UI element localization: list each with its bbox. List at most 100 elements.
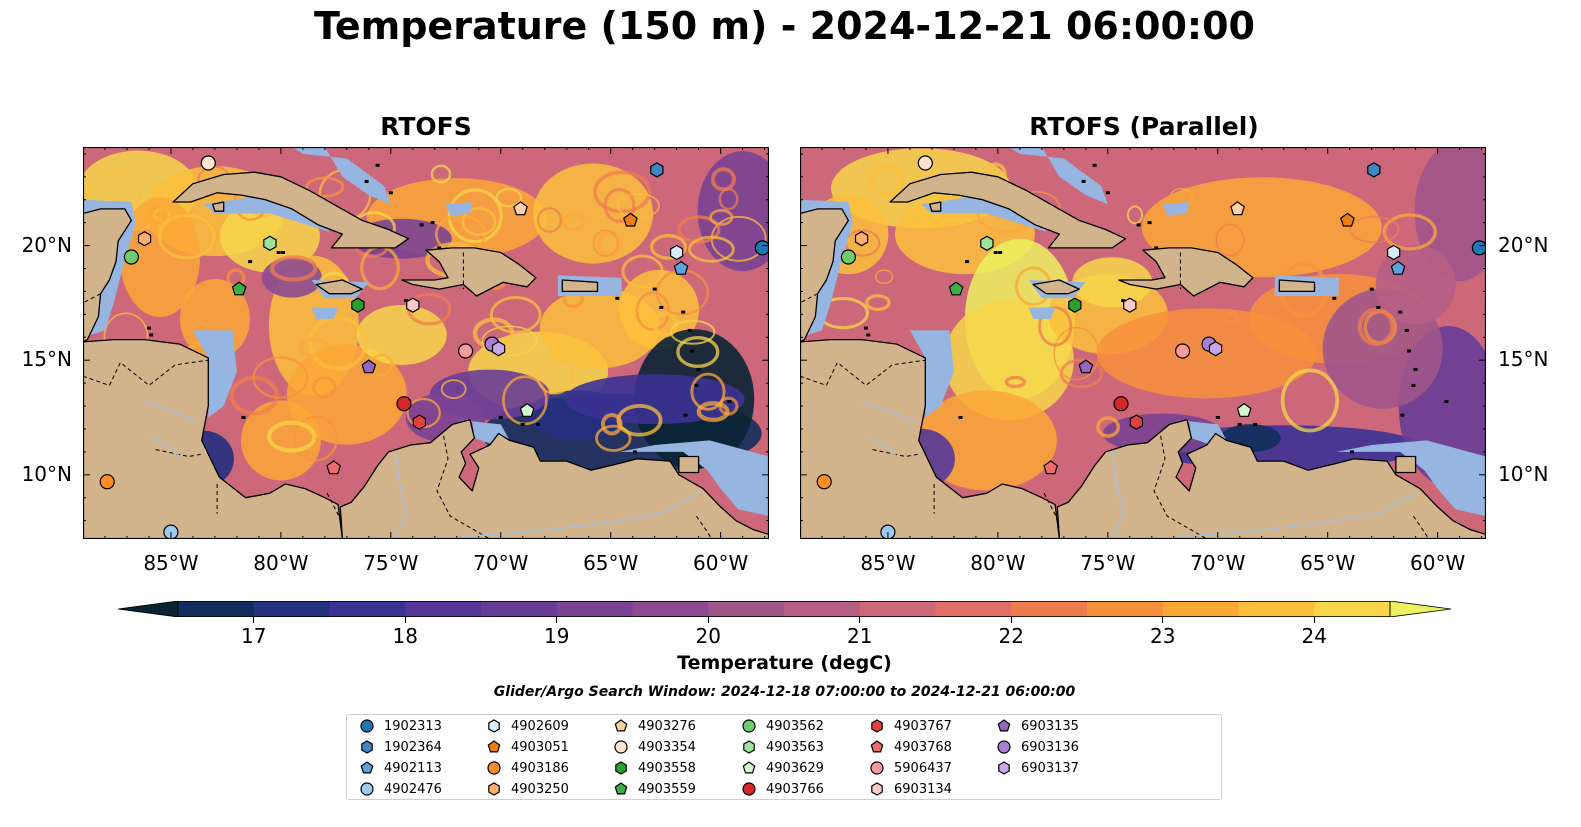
legend-marker-pentagon-icon [614,782,628,795]
eddy-filament [1215,223,1245,257]
legend-label: 4903562 [766,718,824,734]
colorbar-high-extension [1389,601,1451,617]
legend-marker-hexagon-icon [488,719,500,733]
map-frame [800,147,1486,539]
float-marker-6903137 [1208,341,1223,357]
float-marker-4903629 [1236,402,1252,417]
float-marker-4903563 [263,235,277,251]
legend-item-1902313: 1902313 [359,716,442,736]
puerto-rico [1278,279,1316,293]
eddy-filament [865,294,891,312]
colorbar-tick-label: 23 [1150,624,1176,648]
caicos-shelf [445,202,473,216]
country-border [1412,515,1430,539]
eddy-filament [269,255,318,282]
float-marker-4903563 [980,235,994,251]
country-border [872,449,919,458]
legend-label: 4902476 [384,781,442,797]
central-america [83,338,344,539]
island [694,383,699,387]
yucatan [83,208,133,343]
legend-marker-pentagon-icon [997,719,1011,732]
float-marker-5906437 [458,343,474,359]
legend-marker-circle-icon [997,740,1011,754]
legend-item-5906437: 5906437 [869,758,952,778]
legend-label: 4903766 [766,781,824,797]
float-marker-4903767 [412,414,427,430]
colorbar-segment [253,601,331,617]
lon-tick-label: 70°W [1190,551,1246,575]
eddy-filament [1126,205,1144,225]
colorbar-tick [404,617,406,623]
colorbar-segment [1162,601,1240,617]
float-marker-4903276 [513,201,528,216]
float-marker-4903767 [1129,414,1144,430]
south-america [339,419,769,539]
eddy-filament [536,358,574,395]
colorbar-frame [177,601,1391,617]
island [1081,179,1086,183]
lat-tick-label-left: 20°N [21,232,72,257]
country-border [155,449,202,458]
lon-tick-label: 70°W [473,551,529,575]
legend-item-4902609: 4902609 [486,716,569,736]
island [276,251,281,254]
colorbar-segment [405,601,482,617]
map-frame [83,147,769,539]
hispaniola [401,247,537,297]
eddy-filament [305,176,345,198]
legend-label: 4903051 [511,739,569,755]
legend-item-4903250: 4903250 [486,779,569,799]
eddy-filament [561,212,586,232]
island [727,400,732,403]
country-border [1153,435,1208,539]
eddy-filament [308,316,368,371]
legend-label: 4903558 [638,760,696,776]
cuba [172,171,410,249]
legend-marker-circle-icon [360,782,374,796]
river [867,437,898,457]
legend-label: 6903134 [894,781,952,797]
island [498,416,503,419]
lon-tick-label: 75°W [363,551,419,575]
island [1404,328,1409,332]
river [1111,451,1124,539]
float-marker-1902364 [1367,162,1381,178]
country-border [1043,492,1060,524]
island [683,413,688,417]
map-panel-rtofs[interactable] [83,147,769,539]
float-marker-4903768 [326,460,342,475]
island [1253,422,1258,426]
colorbar-tick [1313,617,1315,623]
legend-item-6903137: 6903137 [996,758,1079,778]
eddy-filament [1096,416,1121,438]
colorbar [118,601,1451,617]
lon-tick-label: 85°W [143,551,199,575]
legend-item-4903563: 4903563 [741,737,824,757]
colorbar-segment [1238,601,1315,617]
search-window-text: Glider/Argo Search Window: 2024-12-18 07… [493,684,1076,700]
lon-tick-label: 80°W [970,551,1026,575]
colorbar-segment [556,601,634,617]
lon-tick-label: 65°W [1300,551,1356,575]
island [536,422,541,426]
legend-label: 4903768 [894,739,952,755]
mosquito-bank [909,330,954,418]
island [1092,163,1097,167]
colorbar-tick-label: 18 [392,624,418,648]
float-marker-1902364 [650,162,664,178]
float-marker-4903629 [519,402,535,417]
colorbar-tick [556,617,558,623]
island [437,246,442,250]
legend-marker-pentagon-icon [614,719,628,732]
lat-tick-label-right: 15°N [1498,347,1549,372]
map-canvas-rtofs-parallel [800,147,1486,539]
island [998,251,1003,254]
panel-title-rtofs: RTOFS [380,112,472,141]
river [144,400,198,423]
warm-anomaly [119,197,200,318]
map-panel-rtofs-parallel[interactable] [800,147,1486,539]
legend-marker-hexagon-icon [998,761,1010,775]
island [1237,422,1242,426]
lon-tick-label: 85°W [860,551,916,575]
